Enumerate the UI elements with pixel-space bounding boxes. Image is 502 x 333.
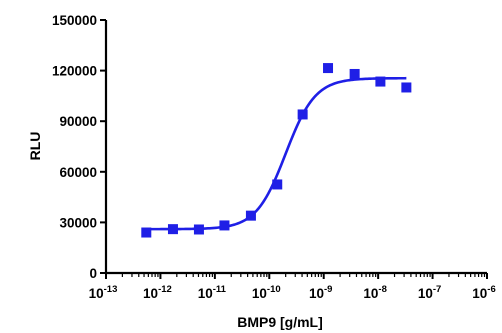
x-tick-label-exponent: -11	[213, 284, 227, 295]
x-tick-label: 10-13	[89, 284, 118, 301]
x-tick-label-base: 10	[89, 286, 104, 301]
data-point	[349, 68, 360, 79]
data-point	[141, 227, 152, 238]
data-point	[219, 220, 230, 231]
data-point	[245, 210, 256, 221]
x-tick-label-exponent: -8	[378, 284, 386, 295]
data-point	[401, 82, 412, 93]
data-point	[272, 179, 283, 190]
x-tick-label: 10-7	[418, 284, 441, 301]
data-point	[167, 224, 178, 235]
data-points	[141, 63, 412, 238]
x-tick-label-base: 10	[472, 286, 487, 301]
x-tick-label: 10-12	[143, 284, 172, 301]
x-axis-title: BMP9 [g/mL]	[237, 314, 323, 330]
x-tick-label-exponent: -7	[433, 284, 441, 295]
x-tick-label-base: 10	[198, 286, 213, 301]
x-tick-label: 10-10	[252, 284, 281, 301]
y-tick-label: 150000	[52, 13, 97, 28]
x-tick-label-base: 10	[309, 286, 324, 301]
y-tick-label: 60000	[59, 165, 97, 180]
x-tick-label-base: 10	[143, 286, 158, 301]
y-tick-label: 0	[89, 266, 97, 281]
x-tick-label-exponent: -6	[487, 284, 495, 295]
y-tick-label: 90000	[59, 114, 97, 129]
x-tick-label: 10-9	[309, 284, 332, 301]
x-tick-label: 10-6	[472, 284, 495, 301]
x-tick-label-exponent: -10	[267, 284, 281, 295]
data-point	[323, 63, 334, 74]
y-tick-label: 120000	[52, 64, 97, 79]
y-tick-label: 30000	[59, 215, 97, 230]
y-ticks: 0 30000 60000 90000 120000 150000	[52, 13, 106, 281]
fit-curve	[146, 76, 407, 231]
x-tick-label-base: 10	[363, 286, 378, 301]
y-axis-title: RLU	[27, 132, 43, 161]
data-point	[375, 76, 386, 87]
x-ticks: 10-13 10-12 10-11 10-10 10-9 10-8 10-7 10-6	[89, 273, 496, 301]
x-tick-label: 10-8	[363, 284, 386, 301]
x-tick-label: 10-11	[198, 284, 227, 301]
x-tick-label-base: 10	[252, 286, 267, 301]
data-point	[193, 224, 204, 235]
x-tick-label-exponent: -12	[158, 284, 172, 295]
data-point	[297, 109, 308, 120]
x-tick-label-exponent: -9	[324, 284, 332, 295]
x-tick-label-base: 10	[418, 286, 433, 301]
x-tick-label-exponent: -13	[104, 284, 118, 295]
